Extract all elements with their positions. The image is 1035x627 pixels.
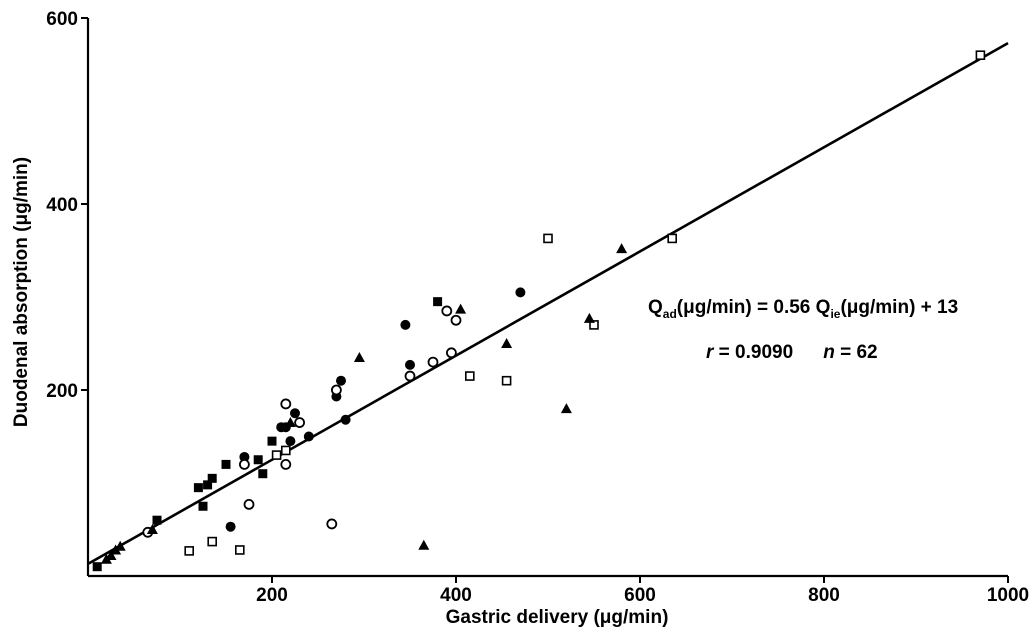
x-tick-label: 600: [624, 585, 656, 606]
data-point-open-circle: [326, 518, 338, 530]
data-point-filled-triangle: [455, 303, 467, 314]
data-point-open-circle: [330, 384, 342, 396]
data-point-filled-triangle: [418, 539, 430, 550]
statistics-label: r = 0.9090 n = 62: [706, 342, 878, 363]
data-point-open-square: [589, 320, 599, 330]
data-point-open-square: [667, 233, 678, 244]
data-point-filled-triangle: [146, 524, 158, 534]
regression-line: [87, 41, 1009, 566]
data-point-filled-triangle: [501, 338, 513, 348]
y-tick-label: 600: [46, 9, 78, 30]
data-point-open-square: [271, 450, 282, 460]
data-point-filled-square: [203, 480, 213, 490]
data-point-open-circle: [280, 458, 292, 470]
data-point-filled-square: [193, 483, 203, 493]
data-point-filled-triangle: [616, 243, 628, 254]
data-point-open-circle: [238, 458, 250, 470]
n-symbol: n: [823, 342, 835, 363]
tick-labels: 200 400 600 800 1000 200 400 600: [46, 9, 1029, 606]
data-point-open-circle: [450, 314, 462, 326]
data-point-open-square: [464, 371, 475, 381]
points-layer: [92, 50, 986, 572]
x-tick-label: 1000: [987, 585, 1029, 606]
data-point-open-circle: [294, 417, 306, 428]
data-point-open-circle: [441, 305, 453, 317]
data-point-open-circle: [427, 356, 439, 368]
data-point-filled-square: [258, 469, 268, 479]
data-point-open-square: [501, 375, 512, 386]
data-point-filled-square: [207, 473, 217, 483]
data-point-filled-circle: [405, 359, 415, 370]
x-tick-label: 800: [808, 585, 840, 606]
x-axis-label: Gastric delivery (μg/min): [446, 607, 669, 627]
data-point-filled-circle: [290, 408, 300, 419]
data-point-open-circle: [404, 370, 416, 382]
data-point-open-circle: [243, 498, 255, 510]
data-point-filled-triangle: [353, 351, 365, 362]
data-point-filled-square: [433, 297, 443, 307]
data-point-open-circle: [280, 398, 292, 410]
data-point-filled-circle: [285, 436, 296, 447]
data-point-filled-square: [152, 515, 162, 525]
data-point-filled-circle: [336, 375, 346, 386]
regression-layer: [87, 41, 1009, 566]
data-point-filled-triangle: [583, 312, 595, 323]
y-tick-label: 400: [46, 195, 78, 216]
data-point-filled-square: [267, 436, 277, 446]
x-tick-label: 400: [440, 585, 472, 606]
data-point-open-square: [280, 445, 291, 456]
data-point-filled-triangle: [560, 403, 572, 414]
regression-equation: Qad(μg/min) = 0.56 Qie(μg/min) + 13: [648, 297, 958, 321]
axes: [81, 17, 1009, 583]
equation-rhs: (μg/min) + 13: [840, 297, 958, 318]
y-tick-label: 200: [46, 381, 78, 402]
data-point-filled-circle: [400, 319, 411, 330]
y-axis-label: Duodenal absorption (μg/min): [11, 157, 32, 427]
equation-mid: (μg/min) = 0.56 Q: [677, 297, 831, 318]
data-point-filled-circle: [515, 287, 526, 298]
data-point-filled-circle: [340, 414, 351, 425]
data-point-open-square: [975, 50, 986, 61]
data-point-filled-triangle: [114, 540, 126, 551]
data-point-filled-square: [253, 455, 263, 465]
r-symbol: r: [706, 342, 715, 363]
data-point-filled-triangle: [284, 417, 296, 428]
equation-lhs: Q: [648, 297, 663, 318]
data-point-filled-circle: [303, 431, 314, 442]
data-point-filled-square: [198, 501, 208, 511]
data-point-open-circle: [445, 347, 457, 359]
equation-mid-subscript: ie: [830, 307, 840, 321]
data-point-filled-triangle: [105, 550, 117, 561]
x-tick-label: 200: [256, 585, 288, 606]
data-point-open-square: [235, 545, 245, 555]
data-point-open-square: [184, 546, 194, 556]
r-value: = 0.9090: [713, 342, 793, 363]
data-point-open-square: [207, 536, 217, 547]
data-point-filled-square: [92, 562, 102, 572]
data-point-filled-circle: [225, 521, 236, 532]
data-point-filled-square: [221, 459, 231, 469]
data-point-filled-circle: [239, 451, 250, 462]
data-point-open-square: [543, 233, 553, 244]
n-value: = 62: [835, 342, 878, 363]
equation-lhs-subscript: ad: [663, 307, 677, 321]
